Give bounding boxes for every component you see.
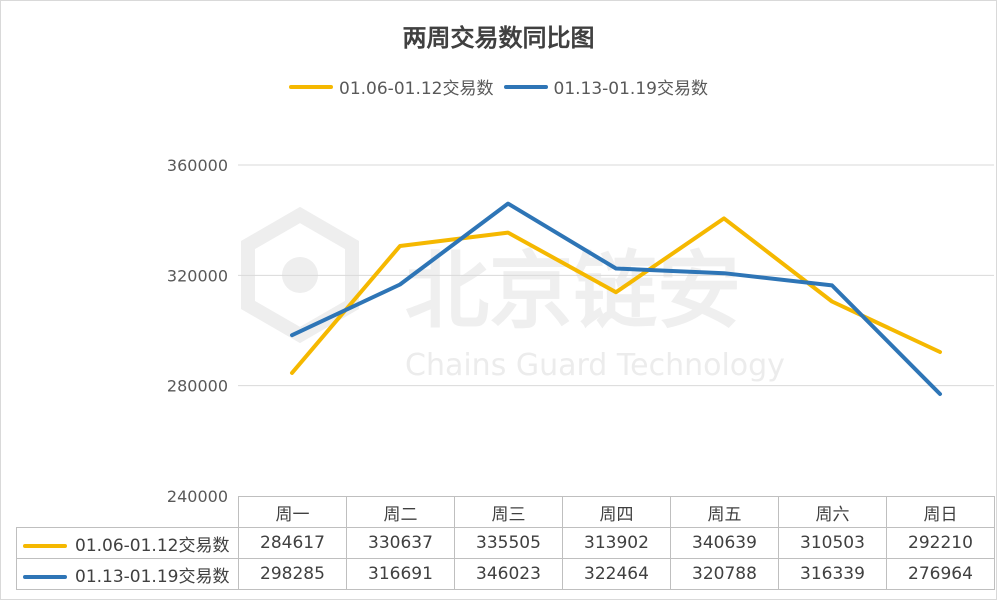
table-row-swatch-series-2 (23, 574, 67, 579)
table-cell: 284617 (238, 527, 347, 559)
table-cell: 313902 (562, 527, 671, 559)
watermark: 北京链安 Chains Guard Technology (241, 206, 785, 383)
table-cell: 320788 (670, 558, 779, 590)
table-cell: 322464 (562, 558, 671, 590)
legend-swatch-series-1 (289, 84, 334, 89)
y-tick-label: 320000 (167, 266, 228, 285)
chart-title: 两周交易数同比图 (402, 24, 595, 52)
legend-label-series-2: 01.13-01.19交易数 (553, 79, 708, 99)
grid-lines (238, 164, 994, 387)
legend-item-series-1: 01.06-01.12交易数 (289, 74, 494, 99)
table-cell: 316339 (778, 558, 887, 590)
watermark-subtitle: Chains Guard Technology (405, 348, 785, 383)
table-row: 01.13-01.19交易数 298285 316691 346023 3224… (16, 558, 995, 590)
table-cell: 292210 (886, 527, 995, 559)
table-cell: 310503 (778, 527, 887, 559)
table-header-cell: 周二 (346, 496, 455, 528)
table-row-swatch-series-1 (23, 543, 67, 548)
table-cell: 316691 (346, 558, 455, 590)
table-header-cell: 周六 (778, 496, 887, 528)
table-header-row: 周一 周二 周三 周四 周五 周六 周日 (16, 496, 995, 528)
watermark-logo-icon (241, 206, 359, 344)
table-row-label: 01.13-01.19交易数 (16, 558, 239, 590)
y-tick-label: 360000 (167, 156, 228, 175)
table-row-name: 01.06-01.12交易数 (75, 535, 230, 556)
table-header-cell: 周四 (562, 496, 671, 528)
data-table: 周一 周二 周三 周四 周五 周六 周日 01.06-01.12交易数 2846… (16, 496, 995, 590)
table-row-name: 01.13-01.19交易数 (75, 566, 230, 587)
watermark-name: 北京链安 (405, 242, 741, 340)
table-cell: 276964 (886, 558, 995, 590)
legend-item-series-2: 01.13-01.19交易数 (503, 74, 708, 99)
table-cell: 330637 (346, 527, 455, 559)
table-cell: 340639 (670, 527, 779, 559)
table-header-cell: 周五 (670, 496, 779, 528)
table-cell: 335505 (454, 527, 563, 559)
table-header-cell: 周一 (238, 496, 347, 528)
table-cell: 346023 (454, 558, 563, 590)
table-corner-cell (16, 496, 239, 528)
table-header-cell: 周日 (886, 496, 995, 528)
table-row: 01.06-01.12交易数 284617 330637 335505 3139… (16, 527, 995, 559)
legend-swatch-series-2 (503, 84, 548, 89)
y-tick-label: 280000 (167, 377, 228, 396)
table-cell: 298285 (238, 558, 347, 590)
table-row-label: 01.06-01.12交易数 (16, 527, 239, 559)
series-lines (290, 201, 942, 396)
legend: 01.06-01.12交易数 01.13-01.19交易数 (0, 74, 997, 99)
legend-label-series-1: 01.06-01.12交易数 (339, 79, 494, 99)
table-header-cell: 周三 (454, 496, 563, 528)
